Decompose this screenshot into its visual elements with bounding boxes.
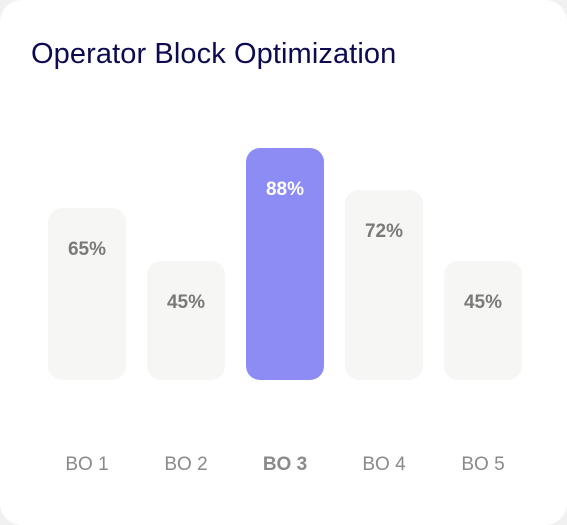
- category-label: BO 1: [65, 454, 109, 475]
- bar-bo-4: [345, 189, 423, 380]
- bar-bo-1: [48, 208, 126, 380]
- bar-value-label: 45%: [166, 292, 206, 314]
- category-label: BO 4: [362, 454, 406, 475]
- category-label: BO 2: [164, 454, 208, 475]
- bar-value-label: 65%: [67, 239, 107, 261]
- bar-bo-2: [147, 261, 225, 380]
- bar-bo-3: [246, 147, 324, 380]
- chart-title: Operator Block Optimization: [31, 38, 397, 70]
- bar-value-label: 72%: [364, 220, 404, 242]
- bar-bo-5: [444, 261, 522, 380]
- bar-value-label: 88%: [265, 178, 305, 200]
- category-label: BO 5: [461, 454, 505, 475]
- category-label: BO 3: [262, 454, 308, 475]
- bar-value-label: 45%: [463, 292, 503, 314]
